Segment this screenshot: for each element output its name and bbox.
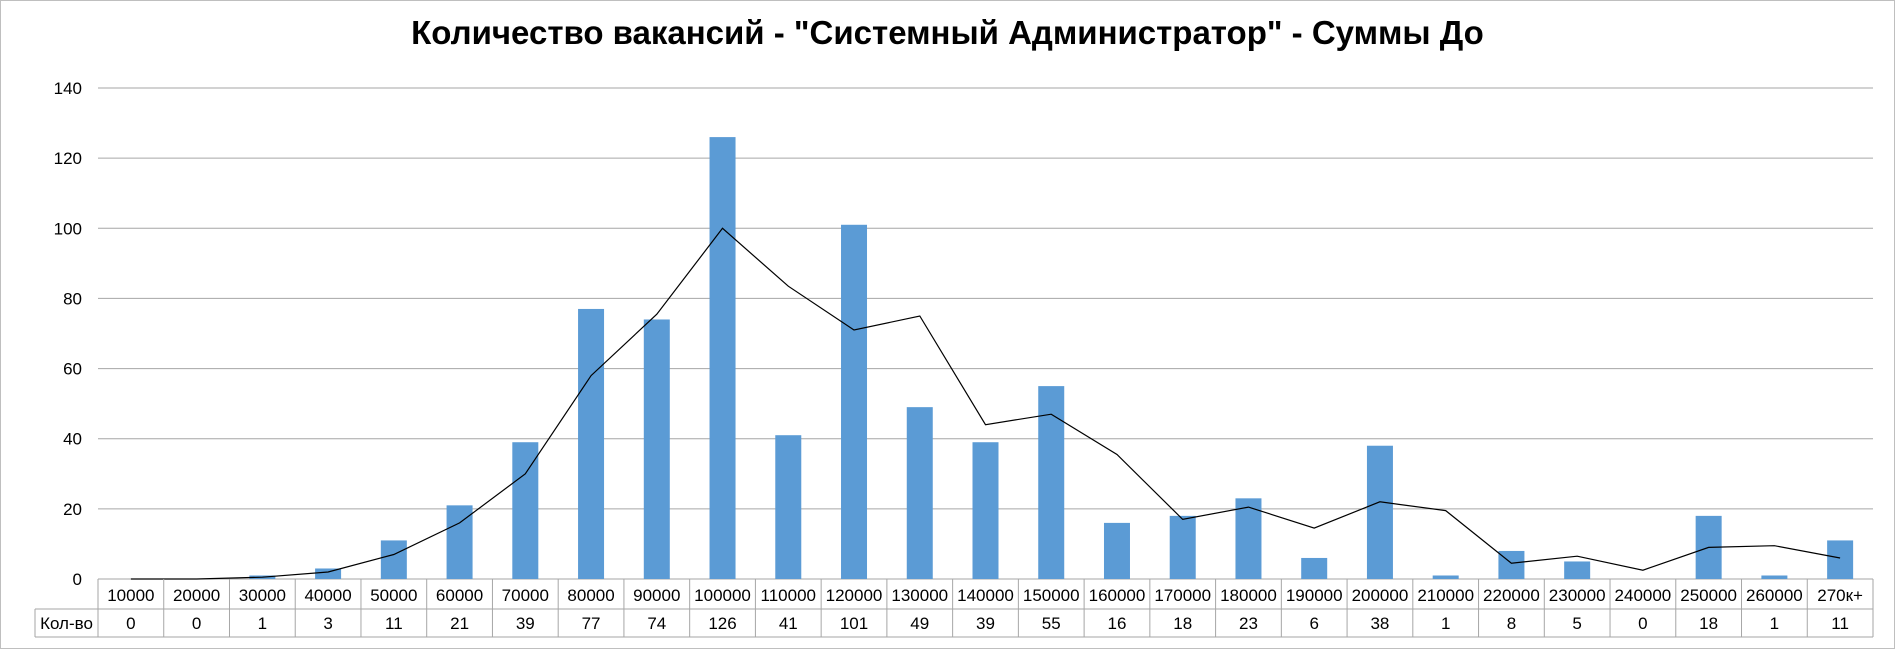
bar — [1235, 498, 1262, 579]
data-table-value: 38 — [1370, 614, 1389, 633]
data-table-value: 18 — [1173, 614, 1192, 633]
data-table-value: 0 — [192, 614, 201, 633]
bar — [380, 540, 407, 579]
data-table-value: 16 — [1108, 614, 1127, 633]
y-tick-label: 0 — [73, 570, 82, 589]
data-table-value: 49 — [910, 614, 929, 633]
x-tick-label: 150000 — [1023, 586, 1080, 605]
bar — [1498, 550, 1525, 579]
data-table-value: 6 — [1309, 614, 1318, 633]
y-tick-label: 140 — [54, 79, 82, 98]
data-table-value: 101 — [840, 614, 868, 633]
x-tick-label: 270к+ — [1817, 586, 1863, 605]
x-tick-label: 230000 — [1549, 586, 1606, 605]
data-table-value: 39 — [516, 614, 535, 633]
data-table-value: 5 — [1572, 614, 1581, 633]
x-tick-label: 100000 — [694, 586, 751, 605]
data-table-value: 18 — [1699, 614, 1718, 633]
bar — [578, 308, 605, 579]
bar — [906, 407, 933, 579]
x-tick-label: 210000 — [1417, 586, 1474, 605]
trendline-path — [130, 227, 1841, 580]
x-tick-label: 260000 — [1746, 586, 1803, 605]
bar — [1169, 515, 1196, 579]
y-tick-label: 120 — [54, 149, 82, 168]
data-table-value: 3 — [323, 614, 332, 633]
x-tick-label: 190000 — [1286, 586, 1343, 605]
bars — [249, 137, 1854, 579]
chart-title: Количество вакансий - "Системный Админис… — [411, 14, 1484, 51]
bar — [1103, 522, 1130, 579]
data-table-value: 0 — [1638, 614, 1647, 633]
bar — [1301, 557, 1328, 579]
bar — [446, 505, 473, 579]
x-tick-label: 130000 — [891, 586, 948, 605]
data-table-value: 39 — [976, 614, 995, 633]
data-table-value: 1 — [258, 614, 267, 633]
bar — [643, 319, 670, 579]
x-tick-label: 10000 — [107, 586, 154, 605]
trendline — [130, 227, 1841, 580]
x-tick-label: 110000 — [761, 586, 816, 605]
x-tick-label: 60000 — [436, 586, 483, 605]
data-table-value: 8 — [1507, 614, 1516, 633]
x-tick-label: 240000 — [1615, 586, 1672, 605]
data-table-value: 74 — [647, 614, 666, 633]
x-tick-label: 20000 — [173, 586, 220, 605]
y-axis: 0 20 40 60 80 100 120 140 — [54, 79, 82, 589]
data-table-value: 23 — [1239, 614, 1258, 633]
y-tick-label: 80 — [63, 289, 82, 308]
x-tick-label: 200000 — [1352, 586, 1409, 605]
x-tick-label: 170000 — [1154, 586, 1211, 605]
x-tick-label: 120000 — [826, 586, 883, 605]
x-tick-label: 140000 — [957, 586, 1014, 605]
bar — [775, 435, 802, 579]
x-tick-label: 180000 — [1220, 586, 1277, 605]
data-table-value: 126 — [708, 614, 736, 633]
y-tick-label: 40 — [63, 430, 82, 449]
y-tick-label: 20 — [63, 500, 82, 519]
bar — [315, 568, 342, 579]
table-row-label: Кол-во — [40, 614, 93, 633]
x-tick-label: 220000 — [1483, 586, 1540, 605]
bar — [1761, 575, 1788, 579]
bar — [512, 442, 539, 579]
bar — [1564, 561, 1591, 579]
x-tick-label: 90000 — [633, 586, 680, 605]
bar — [1366, 445, 1393, 579]
y-tick-label: 60 — [63, 360, 82, 379]
x-tick-label: 80000 — [567, 586, 614, 605]
data-table-value: 11 — [1831, 614, 1849, 633]
bar — [972, 442, 999, 579]
bar — [1827, 540, 1854, 579]
x-tick-label: 250000 — [1680, 586, 1737, 605]
data-table-value: 41 — [779, 614, 798, 633]
data-table-value: 77 — [582, 614, 601, 633]
x-tick-label: 40000 — [304, 586, 351, 605]
data-table-value: 11 — [385, 614, 403, 633]
x-tick-label: 30000 — [239, 586, 286, 605]
bar — [1038, 386, 1065, 579]
data-table: Кол-во1000002000003000014000035000011600… — [34, 579, 1874, 638]
data-table-value: 55 — [1042, 614, 1061, 633]
gridlines — [98, 87, 1873, 580]
bar — [1432, 575, 1459, 579]
data-table-value: 21 — [450, 614, 469, 633]
x-tick-label: 70000 — [502, 586, 549, 605]
data-table-value: 1 — [1441, 614, 1450, 633]
data-table-value: 1 — [1770, 614, 1779, 633]
data-table-value: 0 — [126, 614, 135, 633]
x-tick-label: 50000 — [370, 586, 417, 605]
y-tick-label: 100 — [54, 219, 82, 238]
x-tick-label: 160000 — [1089, 586, 1146, 605]
bar — [841, 224, 868, 579]
bar — [709, 137, 736, 579]
